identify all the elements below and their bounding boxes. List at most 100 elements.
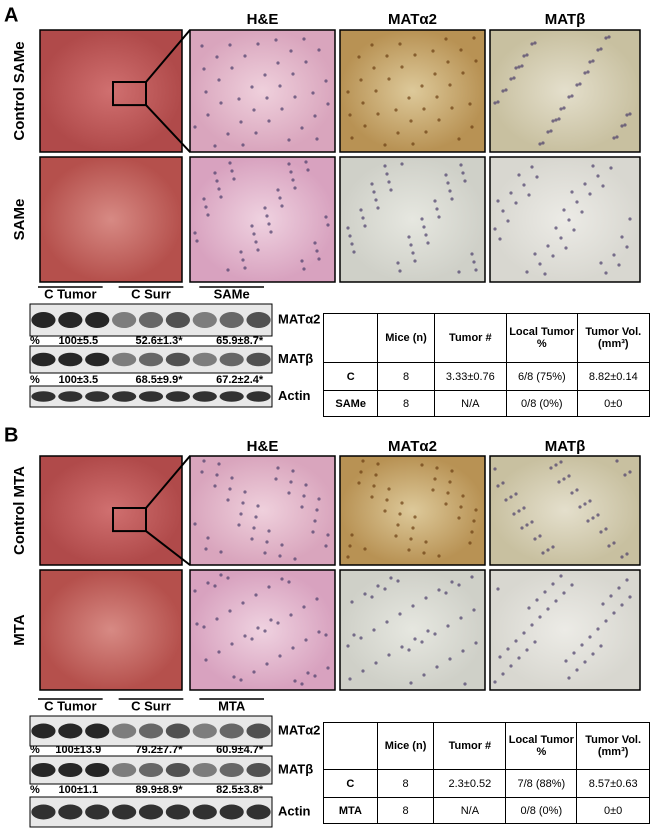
table-cell: Mice (n) bbox=[376, 722, 435, 770]
nucleus bbox=[604, 271, 608, 275]
nucleus bbox=[620, 603, 624, 607]
band bbox=[85, 804, 110, 820]
nucleus bbox=[409, 119, 413, 123]
nucleus bbox=[357, 481, 361, 485]
stain-header: MATα2 bbox=[388, 438, 437, 455]
nucleus bbox=[422, 551, 426, 555]
nucleus bbox=[424, 233, 428, 237]
nucleus bbox=[324, 215, 328, 219]
stain-header: H&E bbox=[247, 11, 279, 28]
nucleus bbox=[326, 666, 330, 670]
quant-value: 89.9±8.9* bbox=[135, 784, 183, 796]
nucleus bbox=[509, 664, 513, 668]
table-cell: 8 bbox=[376, 769, 435, 798]
nucleus bbox=[470, 252, 474, 256]
nucleus bbox=[525, 270, 529, 274]
nucleus bbox=[426, 241, 430, 245]
nucleus bbox=[559, 460, 563, 464]
nucleus bbox=[230, 169, 234, 173]
nucleus bbox=[617, 263, 621, 267]
nucleus bbox=[239, 512, 243, 516]
nucleus bbox=[306, 168, 310, 172]
band bbox=[165, 723, 190, 739]
nucleus bbox=[287, 491, 291, 495]
nucleus bbox=[435, 665, 439, 669]
band bbox=[246, 312, 271, 328]
nucleus bbox=[588, 60, 592, 64]
nucleus bbox=[474, 268, 478, 272]
nucleus bbox=[567, 218, 571, 222]
table-cell: Local Tumor % bbox=[505, 722, 578, 770]
band bbox=[58, 804, 83, 820]
quant-value: 100±13.9 bbox=[55, 744, 101, 756]
nucleus bbox=[520, 526, 524, 530]
nucleus bbox=[514, 201, 518, 205]
nucleus bbox=[350, 242, 354, 246]
nucleus bbox=[357, 55, 361, 59]
band bbox=[85, 763, 110, 777]
band bbox=[112, 352, 137, 367]
band bbox=[192, 804, 217, 820]
quant-value: 65.9±8.7* bbox=[216, 335, 264, 347]
nucleus bbox=[596, 513, 600, 517]
table-cell: 0/8 (0%) bbox=[505, 797, 578, 824]
nucleus bbox=[457, 137, 461, 141]
nucleus bbox=[612, 136, 616, 140]
nucleus bbox=[326, 102, 330, 106]
image-panel bbox=[489, 569, 641, 691]
nucleus bbox=[570, 190, 574, 194]
nucleus bbox=[457, 516, 461, 520]
nucleus bbox=[446, 624, 450, 628]
nucleus bbox=[276, 621, 280, 625]
table-cell: Tumor # bbox=[433, 313, 508, 363]
blot-row-name: Actin bbox=[278, 388, 311, 403]
nucleus bbox=[583, 182, 587, 186]
nucleus bbox=[448, 83, 452, 87]
nucleus bbox=[559, 574, 563, 578]
nucleus bbox=[517, 656, 521, 660]
nucleus bbox=[591, 652, 595, 656]
nucleus bbox=[525, 523, 529, 527]
row-label: SAMe bbox=[11, 199, 28, 241]
nucleus bbox=[280, 107, 284, 111]
nucleus bbox=[554, 226, 558, 230]
nucleus bbox=[346, 226, 350, 230]
nucleus bbox=[527, 193, 531, 197]
nucleus bbox=[448, 480, 452, 484]
blot-row-name: MATα2 bbox=[278, 722, 320, 737]
nucleus bbox=[217, 650, 221, 654]
nucleus bbox=[409, 537, 413, 541]
band bbox=[85, 352, 110, 367]
nucleus bbox=[370, 182, 374, 186]
nucleus bbox=[239, 678, 243, 682]
nucleus bbox=[493, 101, 497, 105]
nucleus bbox=[346, 644, 350, 648]
nucleus bbox=[551, 119, 555, 123]
nucleus bbox=[549, 466, 553, 470]
band bbox=[246, 391, 271, 402]
band bbox=[192, 312, 217, 328]
nucleus bbox=[254, 593, 258, 597]
nucleus bbox=[372, 66, 376, 70]
nucleus bbox=[411, 251, 415, 255]
nucleus bbox=[383, 143, 387, 147]
band bbox=[192, 352, 217, 367]
nucleus bbox=[514, 639, 518, 643]
nucleus bbox=[383, 587, 387, 591]
nucleus bbox=[359, 470, 363, 474]
nucleus bbox=[359, 208, 363, 212]
nucleus bbox=[267, 119, 271, 123]
nucleus bbox=[411, 142, 415, 146]
nucleus bbox=[596, 174, 600, 178]
nucleus bbox=[554, 118, 558, 122]
band bbox=[58, 352, 83, 367]
nucleus bbox=[317, 630, 321, 634]
nucleus bbox=[538, 615, 542, 619]
nucleus bbox=[287, 580, 291, 584]
nucleus bbox=[424, 596, 428, 600]
nucleus bbox=[256, 42, 260, 46]
nucleus bbox=[226, 498, 230, 502]
nucleus bbox=[407, 648, 411, 652]
percent-label: % bbox=[30, 744, 40, 756]
nucleus bbox=[564, 659, 568, 663]
